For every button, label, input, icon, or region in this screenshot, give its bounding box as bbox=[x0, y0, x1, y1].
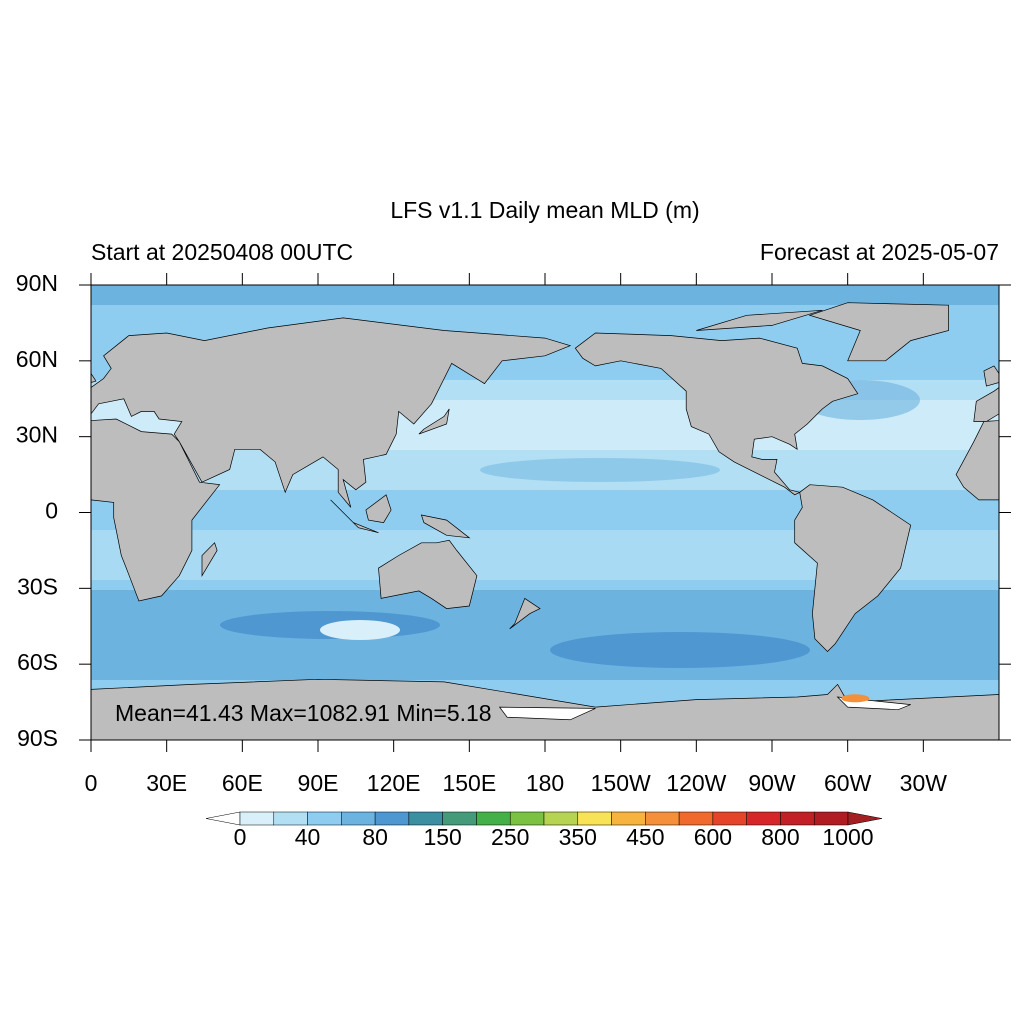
colorbar-box bbox=[273, 811, 308, 826]
x-tick-label: 30E bbox=[146, 770, 187, 796]
colorbar-box bbox=[239, 811, 275, 826]
colorbar-label: 150 bbox=[423, 824, 461, 850]
colorbar-over bbox=[847, 811, 883, 826]
y-tick-label: 0 bbox=[45, 498, 58, 524]
colorbar-label: 350 bbox=[559, 824, 597, 850]
x-tick-label: 120E bbox=[367, 770, 421, 796]
x-tick-label: 90E bbox=[298, 770, 339, 796]
colorbar-box bbox=[476, 811, 511, 826]
land-mass bbox=[91, 302, 999, 740]
colorbar-label: 800 bbox=[761, 824, 799, 850]
left-subtitle: Start at 20250408 00UTC bbox=[91, 239, 353, 265]
y-tick-label: 60N bbox=[16, 346, 58, 372]
x-tick-label: 120W bbox=[666, 770, 726, 796]
colorbar-box bbox=[307, 811, 342, 826]
colorbar-box bbox=[408, 811, 443, 826]
x-tick-label: 60W bbox=[824, 770, 872, 796]
colorbar-box bbox=[341, 811, 376, 826]
colorbar-box bbox=[678, 811, 714, 826]
colorbar-box bbox=[645, 811, 680, 826]
colorbar-box bbox=[780, 811, 815, 826]
colorbar-label: 40 bbox=[295, 824, 321, 850]
y-tick-label: 90N bbox=[16, 270, 58, 296]
ocean-patch bbox=[320, 620, 400, 640]
ice-shelf bbox=[498, 706, 596, 721]
ocean-patch bbox=[550, 632, 810, 668]
x-tick-label: 0 bbox=[85, 770, 98, 796]
y-tick-label: 30S bbox=[17, 573, 58, 599]
x-tick-label: 90W bbox=[748, 770, 796, 796]
colorbar-box bbox=[813, 811, 849, 826]
ocean-band bbox=[91, 285, 999, 305]
colorbar-label: 250 bbox=[491, 824, 529, 850]
axes: 0 30E 60E 90E 120E 150E 180 150W 120W 90W 60W 30W 90… bbox=[16, 270, 1011, 796]
right-subtitle: Forecast at 2025-05-07 bbox=[760, 239, 999, 265]
land bbox=[91, 302, 999, 740]
colorbar-box bbox=[577, 811, 612, 826]
x-tick-label: 150E bbox=[442, 770, 496, 796]
stats-annotation: Mean=41.43 Max=1082.91 Min=5.18 bbox=[115, 700, 492, 726]
x-tick-label: 30W bbox=[900, 770, 948, 796]
y-tick-label: 60S bbox=[17, 649, 58, 675]
colorbar-box bbox=[543, 811, 579, 826]
ocean-patch bbox=[480, 458, 720, 482]
x-tick-label: 150W bbox=[591, 770, 651, 796]
colorbar-label: 600 bbox=[694, 824, 732, 850]
colorbar: 0 40 80 150 250 350 450 600 800 1000 bbox=[205, 811, 883, 850]
x-tick-label: 60E bbox=[222, 770, 263, 796]
colorbar-label: 450 bbox=[626, 824, 664, 850]
map-title: LFS v1.1 Daily mean MLD (m) bbox=[390, 197, 699, 223]
colorbar-box bbox=[712, 811, 747, 826]
colorbar-box bbox=[374, 811, 410, 826]
land-mass bbox=[955, 365, 999, 740]
x-tick-label: 180 bbox=[526, 770, 564, 796]
colorbar-label: 0 bbox=[234, 824, 247, 850]
colorbar-box bbox=[611, 811, 646, 826]
colorbar-box bbox=[442, 811, 477, 826]
colorbar-box bbox=[746, 811, 781, 826]
colorbar-box bbox=[509, 811, 545, 826]
map-area bbox=[91, 285, 999, 740]
colorbar-label: 80 bbox=[362, 824, 388, 850]
colorbar-under bbox=[205, 811, 241, 826]
y-tick-label: 90S bbox=[17, 725, 58, 751]
y-tick-label: 30N bbox=[16, 422, 58, 448]
deep-mixing bbox=[841, 694, 870, 703]
colorbar-label: 1000 bbox=[822, 824, 873, 850]
